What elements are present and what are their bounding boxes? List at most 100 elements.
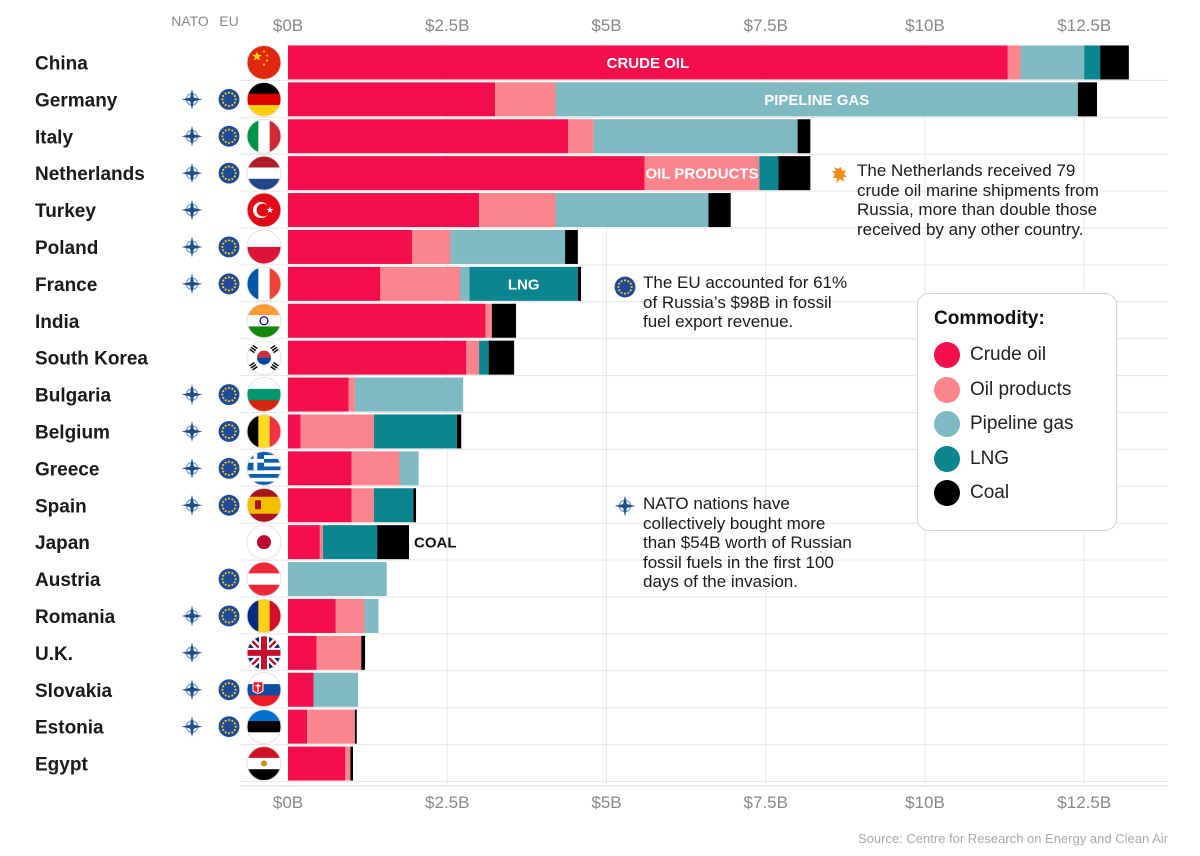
x-tick-label-top: $5B xyxy=(591,16,621,35)
bar-segment-south-korea-oil-products xyxy=(466,340,480,375)
italy-flag-icon xyxy=(246,118,282,154)
bar-segment-turkey-crude-oil xyxy=(288,193,480,228)
bar-segment-south-korea-coal xyxy=(488,340,515,375)
nato-column-header: NATO xyxy=(171,13,209,29)
eu-icon xyxy=(218,605,240,627)
bar-segment-spain-lng xyxy=(374,488,414,523)
bar-segment-india-coal xyxy=(491,303,517,338)
legend-item-oil-products: Oil products xyxy=(934,373,1100,408)
x-tick-label-top: $7.5B xyxy=(744,16,788,35)
bar-segment-turkey-oil-products xyxy=(479,193,556,228)
nato-icon xyxy=(181,162,203,184)
eu-icon xyxy=(218,125,240,147)
india-flag-icon xyxy=(246,303,282,339)
bar-segment-india-oil-products xyxy=(485,303,492,338)
south-korea-flag-icon xyxy=(246,340,282,376)
annotation-line: of Russia’s $98B in fossil xyxy=(643,292,832,312)
bar-segment-bulgaria-crude-oil xyxy=(288,377,349,412)
bar-label-lng: LNG xyxy=(508,276,540,293)
france-flag-icon xyxy=(246,266,282,302)
bar-segment-south-korea-crude-oil xyxy=(288,340,467,375)
nato-icon xyxy=(181,457,203,479)
country-label-u-k: U.K. xyxy=(35,644,73,665)
belgium-flag-icon xyxy=(246,413,282,449)
eu-icon xyxy=(218,679,240,701)
bar-segment-japan-coal xyxy=(377,525,410,560)
bar-segment-italy-oil-products xyxy=(568,119,594,154)
bar-segment-india-crude-oil xyxy=(288,303,486,338)
bar-segment-belgium-crude-oil xyxy=(288,414,301,449)
nato-icon xyxy=(181,679,203,701)
slovakia-flag-icon xyxy=(246,672,282,708)
bar-segment-bulgaria-pipeline-gas xyxy=(354,377,464,412)
romania-flag-icon xyxy=(246,598,282,634)
bar-segment-greece-crude-oil xyxy=(288,451,352,486)
bar-segment-estonia-oil-products xyxy=(307,709,355,744)
annotation-line: Russia, more than double those xyxy=(857,200,1098,219)
nato-icon xyxy=(181,716,203,738)
bar-segment-slovakia-crude-oil xyxy=(288,672,314,707)
eu-icon xyxy=(218,273,240,295)
nato-icon xyxy=(181,384,203,405)
legend-item-pipeline-gas: Pipeline gas xyxy=(934,407,1100,442)
legend-label: Crude oil xyxy=(970,344,1047,366)
country-label-germany: Germany xyxy=(35,90,118,111)
bar-segment-netherlands-oil-products xyxy=(644,156,760,191)
bar-segment-bulgaria-oil-products xyxy=(348,377,355,412)
bar-segment-poland-pipeline-gas xyxy=(450,229,566,264)
bulgaria-flag-icon xyxy=(246,377,282,413)
eu-annotation: The EU accounted for 61% of Russia’s $98… xyxy=(643,273,847,332)
bar-segment-austria-pipeline-gas xyxy=(288,562,387,597)
annotation-line: fuel export revenue. xyxy=(643,312,794,331)
nato-icon xyxy=(181,199,203,221)
nato-icon xyxy=(181,273,203,295)
austria-flag-icon xyxy=(246,561,282,597)
bar-segment-japan-oil-products xyxy=(319,525,324,560)
annotation-line: The Netherlands received 79 xyxy=(857,161,1076,180)
country-label-france: France xyxy=(35,275,97,296)
bottom-axis: $0B $2.5B $5B $7.5B $10B $12.5B xyxy=(240,44,1168,812)
bar-segment-italy-crude-oil xyxy=(288,119,569,154)
bar-segment-turkey-pipeline-gas xyxy=(555,193,709,228)
source-note: Source: Centre for Research on Energy an… xyxy=(857,831,1168,846)
country-label-austria: Austria xyxy=(35,570,101,591)
bar-segment-greece-oil-products xyxy=(351,451,400,486)
x-tick-label-top: $10B xyxy=(905,16,945,35)
country-label-netherlands: Netherlands xyxy=(35,164,145,185)
eu-icon xyxy=(218,716,240,738)
country-label-estonia: Estonia xyxy=(35,718,104,739)
nato-annotation: NATO nations have collectively bought mo… xyxy=(643,494,852,592)
eu-icon xyxy=(218,457,240,479)
nato-icon xyxy=(181,421,203,442)
legend-label: LNG xyxy=(970,447,1010,469)
chart-rows: China Germany Italy Netherlands Turkey Poland… xyxy=(35,44,282,782)
netherlands-annotation: The Netherlands received 79 crude oil ma… xyxy=(857,161,1099,239)
bar-label-crude-oil: CRUDE OIL xyxy=(607,55,690,72)
bar-label-coal: COAL xyxy=(414,535,457,552)
x-tick-label-bottom: $0B xyxy=(273,793,303,812)
annotation-line: received by any other country. xyxy=(857,219,1084,239)
bar-segment-china-pipeline-gas xyxy=(1020,45,1085,80)
spain-flag-icon xyxy=(246,487,282,523)
annotation-line: days of the invasion. xyxy=(643,572,798,591)
nato-icon xyxy=(181,236,203,258)
bar-segment-germany-crude-oil xyxy=(288,82,496,117)
x-tick-label-top: $0B xyxy=(273,16,303,35)
bar-segment-spain-crude-oil xyxy=(288,488,352,523)
bar-segment-italy-pipeline-gas xyxy=(593,119,798,154)
bar-segment-germany-coal xyxy=(1077,82,1097,117)
germany-flag-icon xyxy=(246,81,282,117)
legend-swatch xyxy=(934,480,960,507)
x-tick-label-bottom: $10B xyxy=(905,793,945,812)
annotation-line: The EU accounted for 61% xyxy=(643,273,848,292)
eu-icon xyxy=(218,162,240,184)
nato-icon xyxy=(181,88,203,110)
bar-segment-egypt-coal xyxy=(350,746,353,781)
x-tick-label-top: $2.5B xyxy=(425,16,469,35)
bar-segment-turkey-coal xyxy=(708,193,731,228)
annotation-line: collectively bought more xyxy=(643,513,826,533)
bar-segment-france-pipeline-gas xyxy=(459,266,470,301)
legend-title: Commodity: xyxy=(934,308,1045,329)
bar-segment-u-k-coal xyxy=(361,635,366,670)
